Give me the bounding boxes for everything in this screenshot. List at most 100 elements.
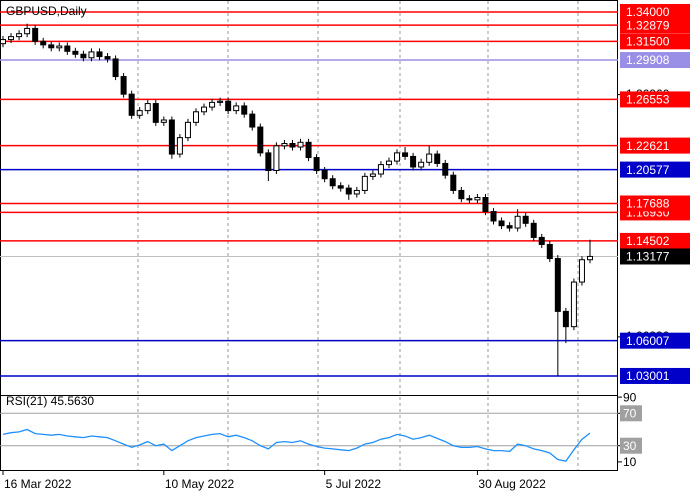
rsi-tick-label: 70 (623, 406, 637, 420)
candle-body (498, 220, 505, 227)
candle-body (241, 105, 248, 115)
candle-body (297, 141, 304, 148)
candle-body (345, 187, 352, 195)
level-label-box (620, 332, 690, 349)
candle-body (80, 53, 87, 59)
candle-body (112, 58, 119, 78)
time-grid (137, 1, 579, 470)
x-tick-label: 5 Jul 2022 (326, 477, 382, 491)
level-label: 1.32879 (626, 18, 670, 32)
candle-body (402, 152, 409, 157)
candle-body (209, 101, 216, 108)
candle-body (410, 155, 417, 168)
candle-body (217, 100, 224, 103)
candle-body (377, 164, 384, 175)
x-tick-label: 16 Mar 2022 (4, 477, 72, 491)
candle-body (361, 175, 368, 191)
candle-body (570, 281, 577, 328)
candle-body (385, 160, 392, 166)
candle-body (281, 142, 288, 147)
level-label: 1.29908 (626, 53, 670, 67)
candle-body (144, 103, 151, 112)
candle-body (490, 211, 497, 222)
candle-body (64, 45, 71, 52)
candle-body (201, 106, 208, 113)
level-label-box (620, 52, 690, 69)
candle-body (184, 121, 191, 139)
candle-body (587, 255, 593, 261)
level-label-box (620, 91, 690, 108)
level-label: 1.26553 (626, 93, 670, 107)
main-layer (0, 11, 618, 462)
candle-body (426, 153, 433, 163)
candle-body (88, 51, 95, 59)
candle-body (104, 56, 111, 60)
current-price-label: 1.13177 (626, 250, 670, 264)
level-label: 1.22621 (626, 139, 670, 153)
candle-body (56, 45, 63, 49)
candle-body (225, 100, 232, 112)
candle-body (48, 44, 55, 49)
level-label: 1.14502 (626, 234, 670, 248)
candle-body (313, 157, 320, 171)
candle-body (522, 215, 529, 224)
candle-body (249, 113, 256, 128)
x-tick-label: 30 Aug 2022 (478, 477, 546, 491)
rsi-tick-label: 90 (623, 390, 637, 404)
candle-body (329, 178, 336, 187)
candle-body (506, 225, 513, 229)
rsi-line (2, 428, 591, 462)
level-label: 1.06007 (626, 334, 670, 348)
candle-body (233, 105, 240, 112)
candle-body (466, 198, 473, 201)
candle-body (530, 222, 537, 238)
candle-body (418, 161, 425, 168)
candle-body (168, 119, 175, 155)
candle-body (136, 110, 143, 116)
candle-body (554, 258, 561, 312)
candle-body (24, 27, 31, 35)
rsi-tick-box (620, 405, 642, 422)
candle-body (192, 111, 199, 123)
candle-body (0, 39, 6, 45)
candle-body (442, 162, 449, 176)
level-label: 1.31500 (626, 35, 670, 49)
candle-body (273, 145, 280, 171)
level-label-box (620, 17, 690, 34)
candle-body (578, 259, 585, 283)
candle-body (96, 51, 103, 58)
current-price-box (620, 248, 690, 265)
candle-body (321, 169, 328, 180)
chart-title: GBPUSD,Daily (6, 4, 87, 18)
candle-body (305, 141, 312, 159)
candle-body (514, 215, 521, 229)
candle-body (458, 189, 465, 200)
candle-body (369, 173, 376, 177)
axis-layer: 16 Mar 2022 10 May 2022 5 Jul 2022 30 Aug 2… (2, 3, 690, 491)
candle-body (538, 236, 545, 245)
level-label: 1.34000 (626, 5, 670, 19)
candle-body (176, 137, 183, 155)
candle-body (546, 243, 553, 260)
candle-body (160, 119, 167, 123)
candle-body (474, 197, 481, 201)
candle-body (562, 310, 569, 328)
level-label: 1.20577 (626, 163, 670, 177)
candle-body (289, 142, 296, 148)
candle-body (394, 152, 401, 162)
candle-body (120, 76, 127, 95)
level-label-box (620, 137, 690, 154)
plot-frame (0, 0, 618, 471)
level-label: 1.17688 (626, 197, 670, 211)
candle-body (72, 50, 79, 55)
rsi-tick-label: 10 (623, 455, 637, 469)
level-label-box (620, 195, 690, 212)
candle-body (482, 197, 489, 213)
level-label-box (620, 3, 690, 20)
candle-body (450, 174, 457, 191)
rsi-tick-label: 30 (623, 439, 637, 453)
level-label: 1.03001 (626, 369, 670, 383)
x-tick-label: 10 May 2022 (165, 477, 235, 491)
level-label-box (620, 161, 690, 178)
candle-body (152, 103, 159, 123)
